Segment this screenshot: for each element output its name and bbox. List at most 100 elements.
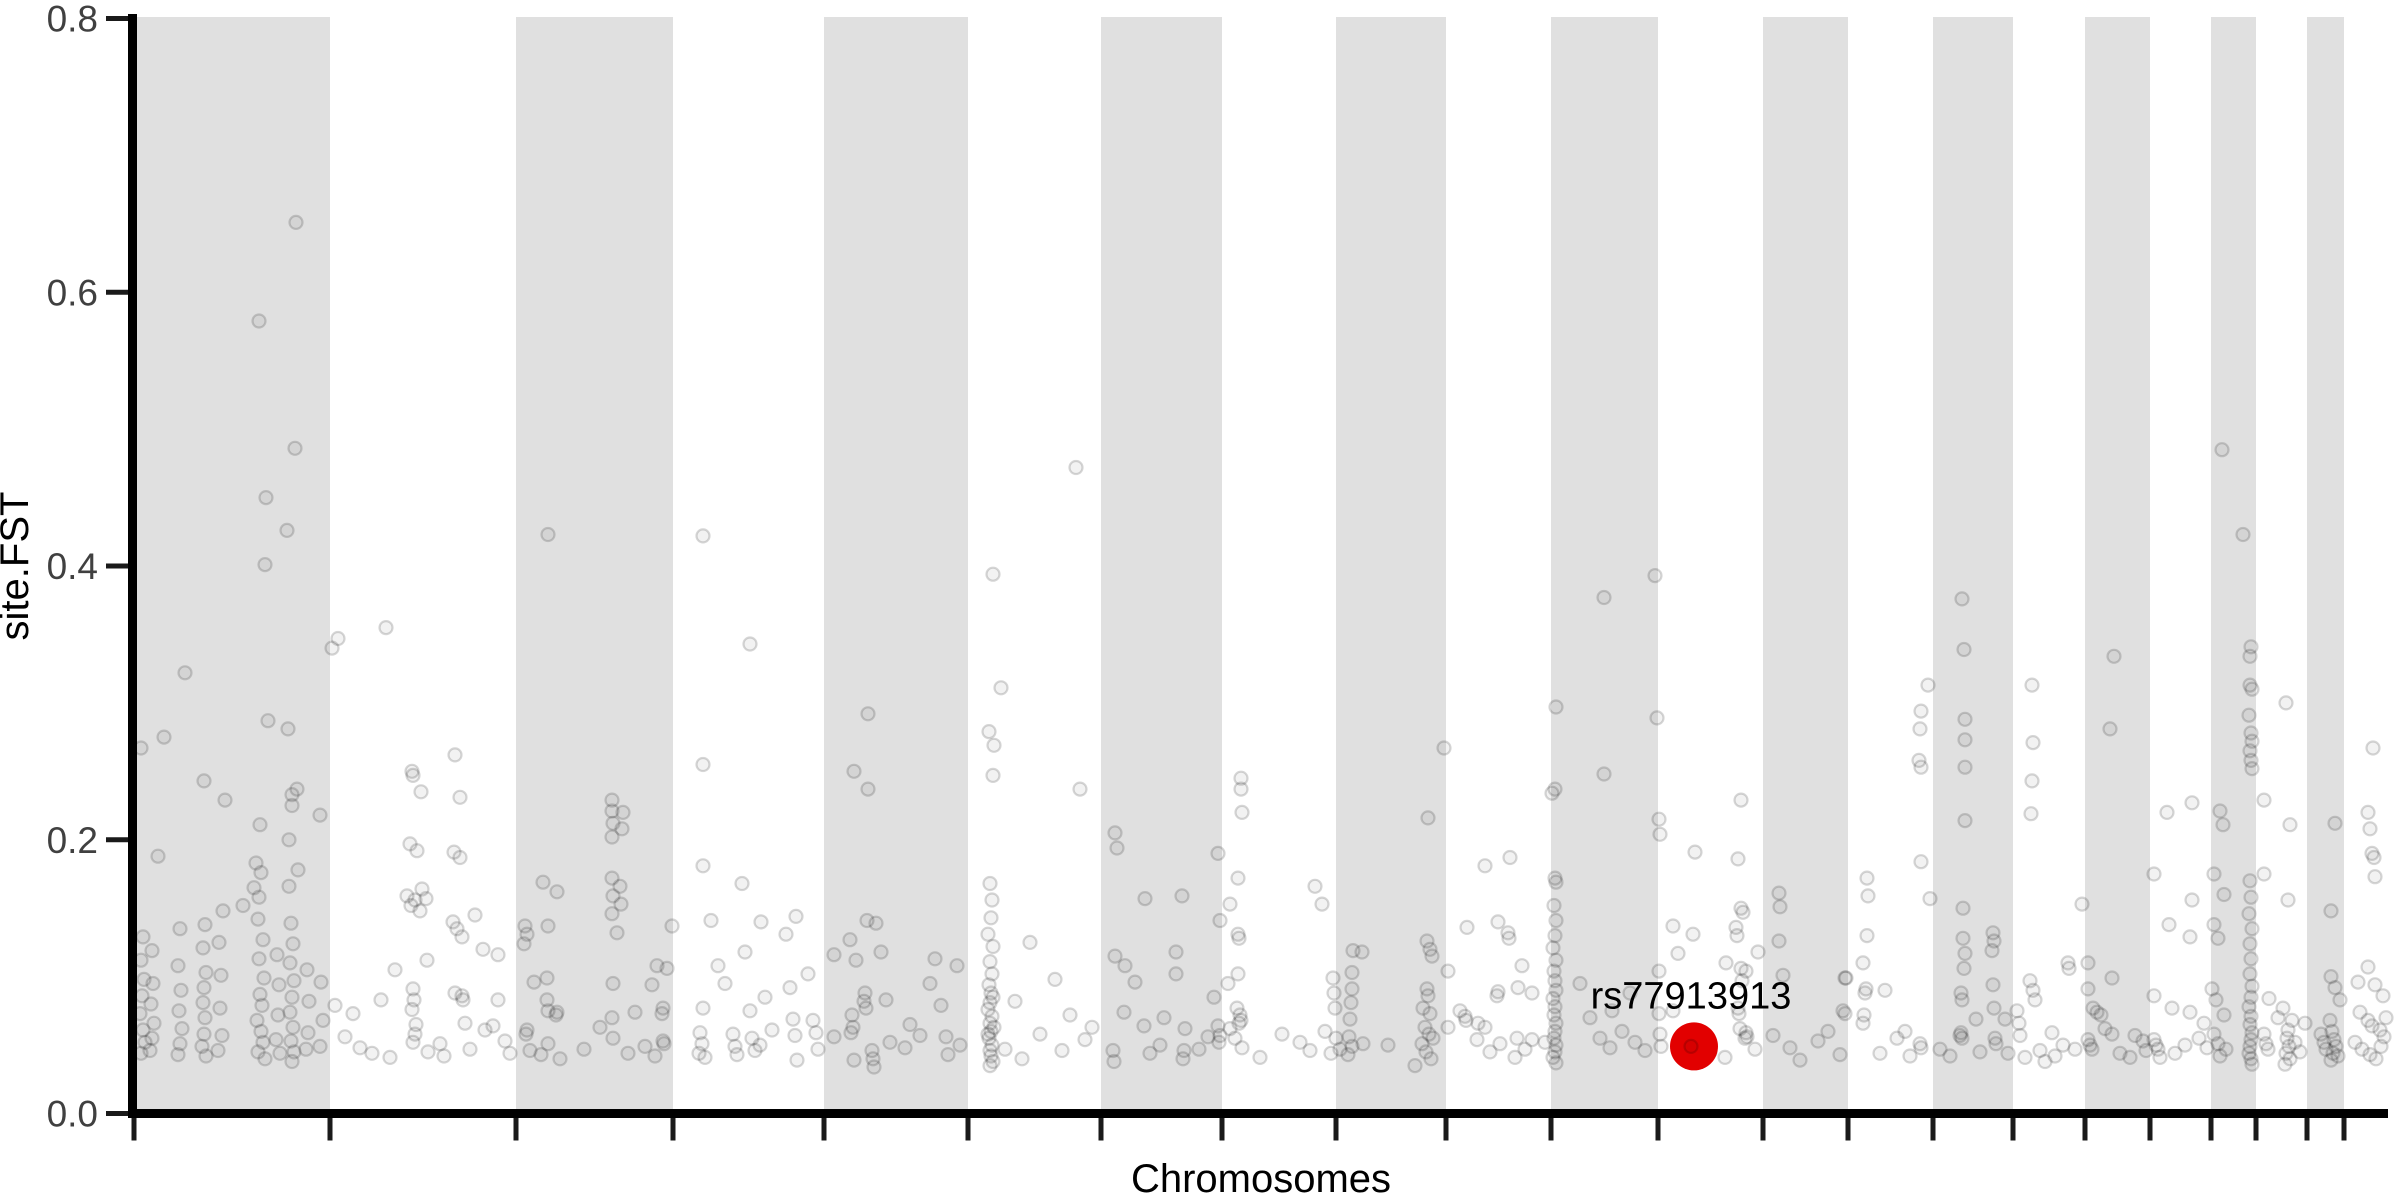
- data-point: [174, 1020, 190, 1037]
- data-point: [198, 1048, 214, 1064]
- data-point: [432, 1036, 448, 1052]
- data-point: [1222, 896, 1238, 912]
- data-point: [1417, 1019, 1433, 1035]
- data-point: [1457, 1008, 1473, 1024]
- data-point: [1771, 933, 1787, 949]
- data-point: [1231, 930, 1247, 946]
- data-point: [519, 926, 535, 942]
- data-point: [446, 844, 462, 860]
- data-point: [692, 1025, 708, 1041]
- data-point: [2146, 866, 2162, 882]
- data-point: [2242, 1016, 2258, 1033]
- data-point: [1858, 981, 1874, 997]
- data-point: [2347, 1034, 2363, 1050]
- data-point: [983, 985, 999, 1001]
- data-point: [1953, 1025, 1969, 1041]
- data-point: [2080, 981, 2096, 997]
- data-point: [285, 1019, 301, 1035]
- data-point: [1210, 1018, 1226, 1034]
- data-point: [535, 874, 551, 890]
- data-point: [1775, 967, 1791, 983]
- data-point: [213, 967, 229, 983]
- data-point: [253, 1023, 269, 1040]
- data-point: [1747, 1041, 1763, 1057]
- data-point: [253, 864, 269, 881]
- data-point: [2104, 970, 2120, 986]
- data-point: [1548, 1055, 1564, 1071]
- data-point: [1548, 1015, 1564, 1031]
- data-point: [1734, 973, 1750, 989]
- highlight-point-rs77913913: [1670, 1022, 1718, 1071]
- data-point: [2060, 955, 2076, 971]
- data-point: [2244, 921, 2260, 937]
- data-point: [1952, 1027, 1968, 1044]
- data-point: [1985, 925, 2001, 941]
- data-point: [1670, 945, 1686, 962]
- data-point: [1489, 988, 1505, 1004]
- data-point: [399, 888, 415, 904]
- data-point: [1649, 710, 1665, 726]
- data-point: [280, 721, 296, 737]
- data-point: [2000, 1045, 2016, 1061]
- data-point: [1459, 919, 1475, 936]
- data-point: [283, 915, 299, 931]
- data-point: [279, 522, 295, 539]
- data-point: [250, 911, 266, 927]
- data-point: [695, 858, 711, 874]
- data-point: [1501, 930, 1517, 946]
- data-point: [1327, 1000, 1343, 1016]
- data-point: [539, 970, 555, 986]
- data-point: [1342, 1011, 1358, 1027]
- data-point: [1116, 1004, 1132, 1020]
- data-point: [1735, 904, 1751, 920]
- data-point: [1730, 1000, 1746, 1016]
- y-tick-label: 0.4: [47, 546, 98, 587]
- data-point: [654, 1005, 670, 1022]
- data-point: [1913, 703, 1929, 719]
- data-point: [1729, 927, 1745, 944]
- data-point: [2085, 1000, 2101, 1016]
- data-point: [135, 929, 151, 945]
- data-point: [2360, 1012, 2376, 1029]
- data-point: [1325, 970, 1341, 986]
- data-point: [859, 912, 875, 929]
- data-point: [2367, 869, 2383, 885]
- data-point: [2278, 1045, 2294, 1061]
- data-point: [257, 1051, 273, 1067]
- data-point: [605, 815, 621, 831]
- data-point: [981, 977, 997, 993]
- data-point: [1665, 1003, 1681, 1019]
- data-point: [1231, 1015, 1247, 1031]
- data-point: [2244, 1056, 2260, 1072]
- data-point: [2210, 930, 2226, 946]
- data-point: [1292, 1034, 1308, 1050]
- data-point: [290, 862, 306, 878]
- data-point: [2280, 892, 2296, 908]
- data-point: [269, 947, 285, 963]
- data-point: [250, 1044, 266, 1060]
- data-point: [299, 962, 315, 978]
- data-point: [710, 958, 726, 974]
- data-point: [1835, 1003, 1851, 1019]
- data-point: [842, 932, 858, 948]
- data-point: [539, 992, 555, 1008]
- data-point: [477, 1022, 493, 1038]
- data-point: [146, 1015, 162, 1031]
- data-point: [281, 878, 297, 894]
- data-point: [2212, 803, 2228, 819]
- data-point: [2328, 1038, 2344, 1055]
- data-point: [703, 912, 719, 929]
- data-point: [1492, 1036, 1508, 1052]
- data-point: [1302, 1042, 1318, 1059]
- data-point: [445, 914, 461, 930]
- data-point: [2241, 707, 2257, 723]
- data-point: [406, 992, 422, 1008]
- data-point: [697, 1049, 713, 1066]
- data-point: [345, 1005, 361, 1022]
- data-point: [2318, 1041, 2334, 1057]
- data-point: [196, 1026, 212, 1042]
- data-point: [282, 955, 298, 971]
- data-point: [2327, 815, 2343, 831]
- data-point: [902, 1016, 918, 1033]
- data-point: [2256, 792, 2272, 808]
